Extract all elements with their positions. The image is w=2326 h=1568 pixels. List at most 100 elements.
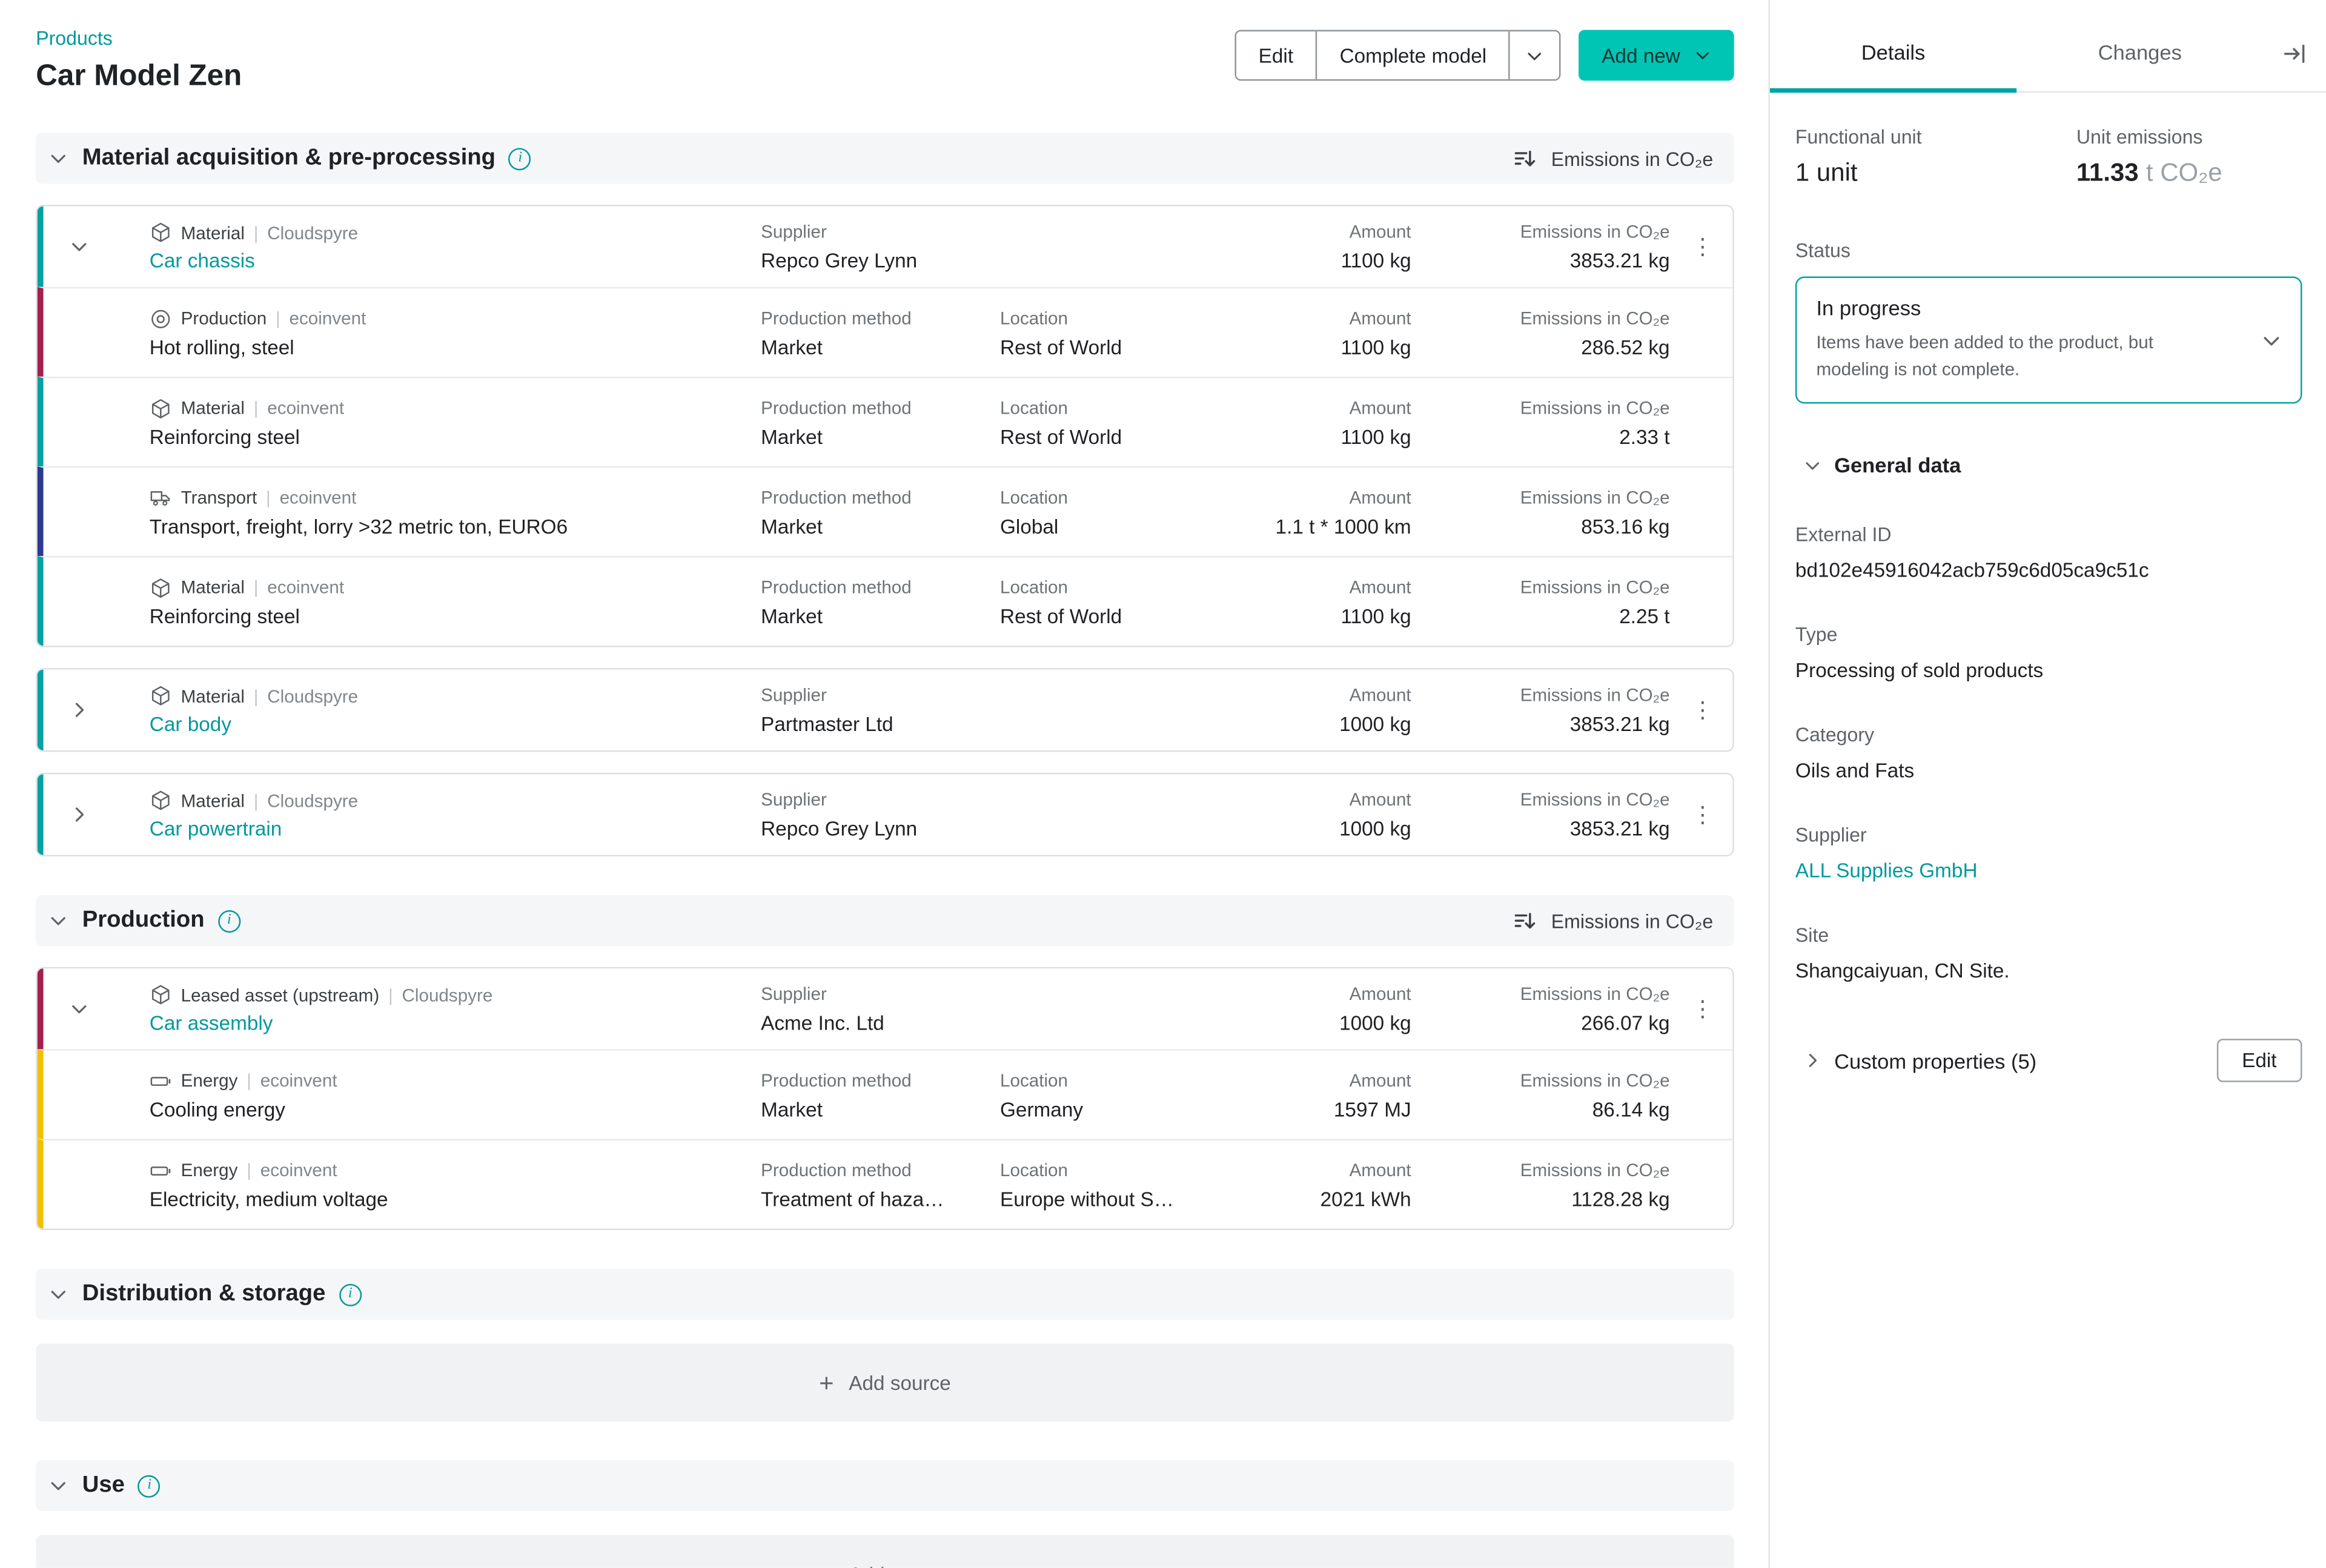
supplier-cell: Supplier Acme Inc. Ltd bbox=[761, 984, 1217, 1034]
edit-button[interactable]: Edit bbox=[1236, 31, 1316, 79]
row-main-cell: Energy ecoinvent Cooling energy bbox=[114, 1070, 761, 1120]
emissions-label: Emissions in CO₂e bbox=[1411, 576, 1670, 597]
row-name: Electricity, medium voltage bbox=[150, 1188, 743, 1210]
supplier-label: Supplier bbox=[1795, 824, 2302, 846]
row-name-link[interactable]: Car powertrain bbox=[150, 818, 743, 840]
section-title: Use bbox=[82, 1472, 125, 1499]
unit-emissions-value: 11.33t CO₂e bbox=[2076, 159, 2302, 188]
sort-control[interactable]: Emissions in CO₂e bbox=[1513, 147, 1714, 170]
kebab-menu-icon[interactable]: ⋮ bbox=[1680, 795, 1726, 834]
custom-properties-title[interactable]: Custom properties (5) bbox=[1834, 1048, 2036, 1072]
details-panel: Details Changes Functional unit 1 unit U… bbox=[1768, 0, 2326, 1568]
row-kind: Leased asset (upstream) bbox=[181, 984, 380, 1005]
section-title: Material acquisition & pre-processing bbox=[82, 145, 495, 171]
amount-cell: Amount 2021 kWh bbox=[1217, 1159, 1411, 1210]
production-method-cell: Production method Market bbox=[761, 486, 1000, 537]
material-icon bbox=[150, 789, 172, 812]
chevron-right-icon[interactable] bbox=[64, 799, 94, 829]
location-value: Rest of World bbox=[1000, 425, 1217, 448]
table-row-reinforcing-steel-1[interactable]: Material ecoinvent Reinforcing steel Pro… bbox=[38, 377, 1733, 466]
info-icon[interactable]: i bbox=[218, 910, 240, 932]
amount-value: 1597 MJ bbox=[1217, 1098, 1411, 1120]
row-name-link[interactable]: Car body bbox=[150, 713, 743, 735]
chevron-down-icon[interactable] bbox=[64, 994, 94, 1024]
table-row-car-assembly[interactable]: Leased asset (upstream) Cloudspyre Car a… bbox=[38, 968, 1733, 1049]
edit-properties-button[interactable]: Edit bbox=[2216, 1039, 2302, 1082]
table-row-car-chassis[interactable]: Material Cloudspyre Car chassis Supplier… bbox=[38, 207, 1733, 287]
table-row-car-body[interactable]: Material Cloudspyre Car body Supplier Pa… bbox=[38, 670, 1733, 750]
sort-control[interactable]: Emissions in CO₂e bbox=[1513, 908, 1714, 932]
row-kind-line: Material Cloudspyre bbox=[150, 684, 743, 707]
chevron-down-icon[interactable] bbox=[64, 232, 94, 262]
complete-model-dropdown-button[interactable] bbox=[1509, 31, 1560, 79]
material-icon bbox=[150, 576, 172, 598]
functional-unit-value: 1 unit bbox=[1795, 159, 2076, 188]
kebab-menu-icon[interactable]: ⋮ bbox=[1680, 690, 1726, 729]
table-row-reinforcing-steel-2[interactable]: Material ecoinvent Reinforcing steel Pro… bbox=[38, 556, 1733, 646]
tab-details[interactable]: Details bbox=[1770, 0, 2016, 91]
table-row-transport[interactable]: Transport ecoinvent Transport, freight, … bbox=[38, 466, 1733, 556]
row-kind-line: Material ecoinvent bbox=[150, 576, 743, 598]
row-source: Cloudspyre bbox=[267, 686, 358, 707]
row-source: ecoinvent bbox=[260, 1160, 337, 1181]
category-value: Oils and Fats bbox=[1795, 759, 2302, 782]
amount-value: 1100 kg bbox=[1217, 425, 1411, 448]
chevron-down-icon bbox=[2260, 329, 2282, 351]
screen: Products Car Model Zen Edit Complete mod… bbox=[0, 0, 2326, 1568]
status-value: In progress bbox=[1816, 296, 2244, 320]
chevron-right-icon[interactable] bbox=[64, 695, 94, 725]
info-icon[interactable]: i bbox=[509, 147, 531, 170]
chevron-down-icon[interactable] bbox=[42, 142, 75, 174]
row-source: ecoinvent bbox=[280, 488, 357, 509]
add-source-button[interactable]: + Add source bbox=[36, 1535, 1734, 1568]
production-method-cell: Production method Market bbox=[761, 1070, 1000, 1120]
chevron-down-icon[interactable] bbox=[42, 1469, 75, 1502]
emissions-cell: Emissions in CO₂e 2.33 t bbox=[1411, 397, 1670, 448]
production-method-label: Production method bbox=[761, 1070, 1000, 1091]
collapse-panel-icon[interactable] bbox=[2263, 0, 2326, 91]
emissions-cell: Emissions in CO₂e 286.52 kg bbox=[1411, 307, 1670, 358]
amount-label: Amount bbox=[1217, 984, 1411, 1005]
location-cell: Location Rest of World bbox=[1000, 307, 1217, 358]
chevron-right-icon[interactable] bbox=[1795, 1044, 1828, 1077]
info-icon[interactable]: i bbox=[339, 1283, 362, 1306]
emissions-value: 86.14 kg bbox=[1411, 1098, 1670, 1120]
kebab-menu-icon[interactable]: ⋮ bbox=[1680, 990, 1726, 1028]
production-method-value: Market bbox=[761, 425, 1000, 448]
table-row-hot-rolling[interactable]: Production ecoinvent Hot rolling, steel … bbox=[38, 287, 1733, 377]
chevron-down-icon[interactable] bbox=[42, 904, 75, 937]
row-source: Cloudspyre bbox=[402, 984, 493, 1005]
amount-label: Amount bbox=[1217, 307, 1411, 328]
complete-model-button[interactable]: Complete model bbox=[1316, 31, 1509, 79]
tab-changes[interactable]: Changes bbox=[2016, 0, 2263, 91]
table-row-electricity[interactable]: Energy ecoinvent Electricity, medium vol… bbox=[38, 1139, 1733, 1229]
supplier-link[interactable]: ALL Supplies GmbH bbox=[1795, 859, 2302, 882]
app-window: Products Car Model Zen Edit Complete mod… bbox=[0, 0, 2326, 1568]
kebab-menu-icon[interactable]: ⋮ bbox=[1680, 227, 1726, 266]
production-method-label: Production method bbox=[761, 576, 1000, 597]
row-kind: Energy bbox=[181, 1160, 238, 1181]
unit-emissions-number: 11.33 bbox=[2076, 159, 2139, 187]
info-icon[interactable]: i bbox=[138, 1475, 161, 1497]
location-cell: Location Germany bbox=[1000, 1070, 1217, 1120]
row-main-cell: Material Cloudspyre Car powertrain bbox=[114, 789, 761, 840]
row-name-link[interactable]: Car assembly bbox=[150, 1012, 743, 1034]
emissions-cell: Emissions in CO₂e 2.25 t bbox=[1411, 576, 1670, 627]
status-dropdown[interactable]: In progress Items have been added to the… bbox=[1795, 277, 2302, 404]
general-data-header[interactable]: General data bbox=[1795, 448, 2302, 481]
breadcrumb[interactable]: Products bbox=[36, 27, 242, 49]
row-name-link[interactable]: Car chassis bbox=[150, 250, 743, 272]
leased-asset-icon bbox=[150, 984, 172, 1006]
add-source-button[interactable]: + Add source bbox=[36, 1344, 1734, 1421]
amount-cell: Amount 1597 MJ bbox=[1217, 1070, 1411, 1120]
chevron-down-icon[interactable] bbox=[42, 1278, 75, 1311]
type-label: Type bbox=[1795, 623, 2302, 646]
emissions-value: 853.16 kg bbox=[1411, 515, 1670, 537]
supplier-cell: Supplier Repco Grey Lynn bbox=[761, 221, 1217, 272]
location-label: Location bbox=[1000, 397, 1217, 418]
add-new-button[interactable]: Add new bbox=[1579, 30, 1734, 81]
table-row-car-powertrain[interactable]: Material Cloudspyre Car powertrain Suppl… bbox=[38, 774, 1733, 855]
page-title: Car Model Zen bbox=[36, 60, 242, 94]
table-row-cooling-energy[interactable]: Energy ecoinvent Cooling energy Producti… bbox=[38, 1049, 1733, 1139]
plus-icon: + bbox=[819, 1370, 834, 1395]
